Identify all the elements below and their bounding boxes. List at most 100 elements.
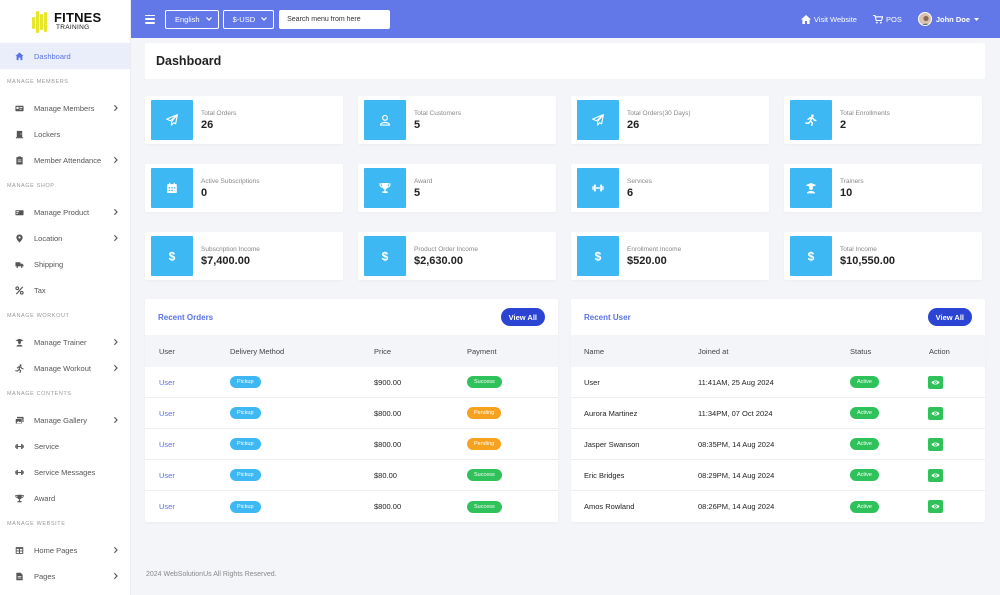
dollar-icon: $ <box>790 236 832 276</box>
sidebar-item-award[interactable]: Award <box>0 485 130 511</box>
images-icon <box>14 415 24 425</box>
order-price: $80.00 <box>374 470 397 480</box>
sidebar-item-service[interactable]: Service <box>0 433 130 459</box>
order-user-link[interactable]: User <box>159 408 175 418</box>
status-badge: Active <box>850 500 879 513</box>
order-user-link[interactable]: User <box>159 377 175 387</box>
joined-at-cell: 08:29PM, 14 Aug 2024 <box>698 470 775 480</box>
section-manage-website: MANAGE WEBSITE <box>7 521 66 527</box>
chevron-right-icon <box>112 546 120 554</box>
user-menu[interactable]: John Doe <box>917 12 982 26</box>
stat-card: Total Enrollments 2 <box>784 96 982 144</box>
stat-value: 5 <box>414 118 421 131</box>
home-icon <box>800 14 811 24</box>
payment-status-badge: Success <box>467 376 502 388</box>
order-price: $800.00 <box>374 408 402 418</box>
currency-select[interactable]: $-USD <box>222 9 275 29</box>
view-all-users-button[interactable]: View All <box>927 308 972 326</box>
order-user-link[interactable]: User <box>159 470 175 480</box>
sidebar-item-service-messages[interactable]: Service Messages <box>0 459 130 485</box>
running-icon <box>14 363 24 373</box>
view-user-button[interactable] <box>928 375 943 389</box>
dumbbell-icon <box>577 168 619 208</box>
sidebar-item-label: Manage Members <box>34 103 95 113</box>
column-header: Joined at <box>698 346 729 356</box>
sidebar-item-label: Member Attendance <box>34 155 102 165</box>
sidebar-item-label: Shipping <box>34 259 64 269</box>
view-user-button[interactable] <box>928 437 943 451</box>
sidebar-item-pages[interactable]: Pages <box>0 563 130 589</box>
chevron-right-icon <box>112 416 120 424</box>
trainer-icon <box>790 168 832 208</box>
sidebar-item-label: Dashboard <box>34 51 71 61</box>
user-name: John Doe <box>935 14 970 24</box>
chevron-down-icon <box>261 17 268 21</box>
dumbbell-icon <box>14 441 24 451</box>
stat-label: Trainers <box>840 177 864 185</box>
order-user-link[interactable]: User <box>159 502 175 511</box>
brand-logo[interactable]: FITNES TRAINING <box>0 0 130 43</box>
recent-users-title: Recent User <box>584 312 631 322</box>
table-row: User Pickup $900.00 Success <box>145 367 558 398</box>
sidebar-item-manage-trainer[interactable]: Manage Trainer <box>0 329 130 355</box>
sidebar-item-shipping[interactable]: Shipping <box>0 251 130 277</box>
column-header: Name <box>584 346 605 356</box>
chevron-right-icon <box>112 208 120 216</box>
users-table-body: User 11:41AM, 25 Aug 2024 Active Aurora Mar… <box>571 367 985 522</box>
menu-toggle-icon[interactable] <box>145 14 155 24</box>
delivery-badge: Pickup <box>230 407 261 419</box>
view-user-button[interactable] <box>928 468 943 482</box>
avatar <box>917 12 932 26</box>
table-row: User Pickup $80.00 Success <box>145 460 558 491</box>
status-badge: Active <box>850 376 879 388</box>
order-user-link[interactable]: User <box>159 439 175 449</box>
chevron-down-icon <box>205 17 212 21</box>
clipboard-icon <box>14 155 24 165</box>
stat-card: Services 6 <box>571 164 769 212</box>
sidebar-item-manage-workout[interactable]: Manage Workout <box>0 355 130 381</box>
payment-status-badge: Pending <box>467 438 502 450</box>
sidebar-item-manage-product[interactable]: Manage Product <box>0 199 130 225</box>
view-user-button[interactable] <box>928 500 943 513</box>
delivery-badge: Pickup <box>230 500 261 513</box>
sidebar-item-member-attendance[interactable]: Member Attendance <box>0 147 130 173</box>
stat-label: Total Enrollments <box>840 109 890 117</box>
search-input[interactable] <box>279 9 391 29</box>
chevron-right-icon <box>112 338 120 346</box>
language-select[interactable]: English <box>165 9 219 29</box>
orders-table-body: User Pickup $900.00 Success User Pickup $800.0… <box>145 367 558 522</box>
sidebar-item-dashboard[interactable]: Dashboard <box>0 43 130 69</box>
visit-website-link[interactable]: Visit Website <box>800 14 857 24</box>
user-name-cell: Jasper Swanson <box>584 439 640 449</box>
joined-at-cell: 11:34PM, 07 Oct 2024 <box>698 408 773 418</box>
svg-text:$: $ <box>382 250 389 262</box>
sidebar-item-label: Manage Workout <box>34 363 91 373</box>
page-icon <box>14 571 24 581</box>
user-name-cell: User <box>584 377 600 387</box>
product-icon <box>14 207 24 217</box>
sidebar-item-tax[interactable]: Tax <box>0 277 130 303</box>
sidebar-item-manage-blogs[interactable]: Manage Blogs <box>0 589 130 595</box>
sidebar-item-location[interactable]: Location <box>0 225 130 251</box>
stat-card: $ Total Income $10,550.00 <box>784 232 982 280</box>
status-badge: Active <box>850 469 879 481</box>
section-manage-members: MANAGE MEMBERS <box>7 79 69 85</box>
pos-link[interactable]: POS <box>872 14 902 24</box>
sidebar-item-lockers[interactable]: Lockers <box>0 121 130 147</box>
stat-label: Subscription Income <box>201 245 260 253</box>
dumbbell-icon <box>14 467 24 477</box>
view-all-orders-button[interactable]: View All <box>500 308 545 326</box>
recent-orders-title: Recent Orders <box>158 312 214 322</box>
calendar-icon <box>151 168 193 208</box>
table-row: Jasper Swanson 08:35PM, 14 Aug 2024 Active <box>571 429 985 460</box>
sidebar-item-manage-members[interactable]: Manage Members <box>0 95 130 121</box>
sidebar-item-manage-gallery[interactable]: Manage Gallery <box>0 407 130 433</box>
id-card-icon <box>14 103 24 113</box>
chevron-right-icon <box>112 572 120 580</box>
stat-card: Trainers 10 <box>784 164 982 212</box>
trophy-icon <box>364 168 406 208</box>
sidebar-item-home-pages[interactable]: Home Pages <box>0 537 130 563</box>
column-header: Status <box>850 346 872 356</box>
view-user-button[interactable] <box>928 406 943 420</box>
stat-value: $10,550.00 <box>840 254 896 267</box>
